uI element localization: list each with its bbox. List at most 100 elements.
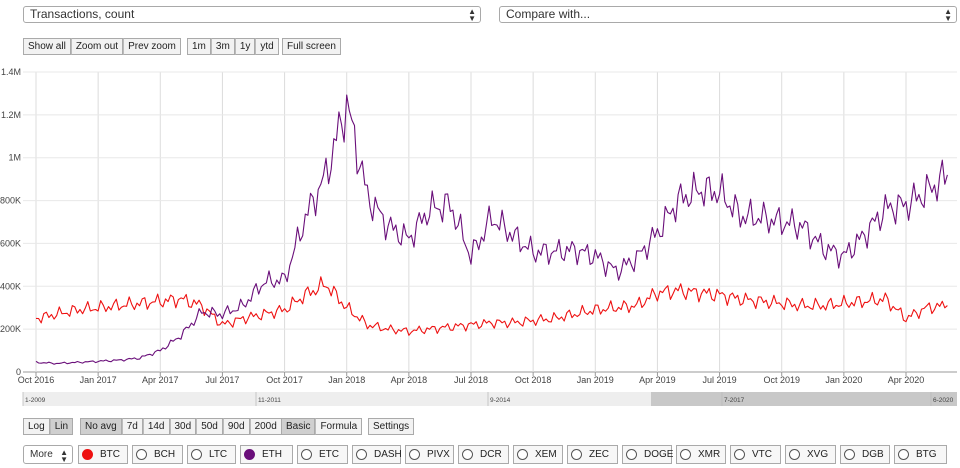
coin-toggle-bch[interactable]: BCH	[132, 445, 183, 464]
navigator-label: 1-2009	[25, 397, 46, 404]
coin-color-dot-icon	[680, 449, 691, 460]
more-select[interactable]: More ▲ ▼	[23, 445, 73, 464]
avg-14d-button[interactable]: 14d	[142, 418, 170, 435]
log-scale-button[interactable]: Log	[23, 418, 50, 435]
coin-toggle-doge[interactable]: DOGE	[622, 445, 674, 464]
navigator-label: 9-2014	[490, 397, 511, 404]
full-screen-button[interactable]: Full screen	[282, 38, 341, 55]
x-tick-label: Oct 2018	[515, 375, 552, 385]
coin-label: DGB	[862, 449, 884, 460]
avg-200d-button[interactable]: 200d	[249, 418, 282, 435]
select-arrows-icon: ▲ ▼	[60, 448, 68, 464]
coin-toggle-xem[interactable]: XEM	[513, 445, 563, 464]
coin-label: PIVX	[427, 449, 450, 460]
x-tick-label: Apr 2017	[142, 375, 179, 385]
y-tick-label: 1.2M	[1, 110, 21, 120]
chart-series	[35, 94, 948, 365]
select-arrows-icon: ▲ ▼	[944, 7, 952, 23]
coin-color-dot-icon	[734, 449, 745, 460]
y-tick-label: 600K	[0, 238, 21, 248]
y-tick-label: 800K	[0, 196, 21, 206]
coin-toggle-dcr[interactable]: DCR	[458, 445, 509, 464]
coin-toggle-btc[interactable]: BTC	[78, 445, 128, 464]
range-3m-button[interactable]: 3m	[210, 38, 235, 55]
coin-label: DASH	[374, 449, 402, 460]
navigator-labels: 1-2009 11-2011 9-2014 7-2017 6-2020	[22, 392, 954, 406]
avg-50d-button[interactable]: 50d	[196, 418, 223, 435]
coin-color-dot-icon	[191, 449, 202, 460]
x-tick-label: Oct 2017	[266, 375, 303, 385]
zoom-button-group: Show all Zoom out Prev zoom	[23, 38, 181, 55]
compare-select[interactable]: Compare with... ▲ ▼	[499, 6, 957, 23]
coin-label: VTC	[752, 449, 772, 460]
coin-toggle-pivx[interactable]: PIVX	[405, 445, 454, 464]
basic-mode-button[interactable]: Basic	[281, 418, 316, 435]
y-axis-ticks: 0 200K 400K 600K 800K 1M 1.2M 1.4M	[0, 67, 21, 377]
coin-toggle-ltc[interactable]: LTC	[187, 445, 236, 464]
x-tick-label: Jul 2019	[703, 375, 737, 385]
x-tick-label: Jan 2017	[80, 375, 117, 385]
x-tick-label: Apr 2019	[639, 375, 676, 385]
coin-toggle-etc[interactable]: ETC	[297, 445, 348, 464]
y-tick-label: 1M	[8, 153, 21, 163]
coin-label: ZEC	[589, 449, 609, 460]
range-1y-button[interactable]: 1y	[234, 38, 256, 55]
formula-mode-button[interactable]: Formula	[315, 418, 363, 435]
coin-color-dot-icon	[301, 449, 312, 460]
coin-label: DOGE	[644, 449, 674, 460]
x-tick-label: Jul 2017	[205, 375, 239, 385]
coin-toggle-dgb[interactable]: DGB	[840, 445, 890, 464]
coin-label: DCR	[480, 449, 502, 460]
x-tick-label: Jan 2020	[825, 375, 862, 385]
x-axis-ticks: Oct 2016 Jan 2017 Apr 2017 Jul 2017 Oct 2017…	[18, 372, 925, 385]
range-ytd-button[interactable]: ytd	[255, 38, 279, 55]
y-tick-label: 0	[16, 367, 21, 377]
select-arrows-icon: ▲ ▼	[468, 7, 476, 23]
x-tick-label: Apr 2020	[888, 375, 925, 385]
coin-toggle-eth[interactable]: ETH	[240, 445, 293, 464]
y-tick-label: 400K	[0, 281, 21, 291]
coin-color-dot-icon	[462, 449, 473, 460]
coin-toggle-vtc[interactable]: VTC	[730, 445, 781, 464]
range-1m-button[interactable]: 1m	[187, 38, 211, 55]
mode-button-group: Basic Formula	[281, 418, 363, 435]
coin-label: BTG	[916, 449, 937, 460]
compare-select-value: Compare with...	[506, 7, 591, 21]
coin-color-dot-icon	[136, 449, 147, 460]
navigator-label: 11-2011	[258, 397, 281, 404]
navigator-label: 6-2020	[933, 397, 954, 404]
zoom-out-button[interactable]: Zoom out	[70, 38, 124, 55]
series-line-btc	[35, 276, 948, 336]
navigator-selected-range[interactable]	[651, 392, 957, 406]
coin-color-dot-icon	[517, 449, 528, 460]
no-avg-button[interactable]: No avg	[80, 418, 122, 435]
coin-color-dot-icon	[844, 449, 855, 460]
settings-button[interactable]: Settings	[368, 418, 415, 435]
coin-toggle-btg[interactable]: BTG	[894, 445, 947, 464]
avg-button-group: No avg 7d 14d 30d 50d 90d 200d	[80, 418, 282, 435]
coin-toggle-xvg[interactable]: XVG	[785, 445, 836, 464]
metric-select[interactable]: Transactions, count ▲ ▼	[23, 6, 481, 23]
coin-color-dot-icon	[356, 449, 367, 460]
navigator[interactable]: 1-2009 11-2011 9-2014 7-2017 6-2020	[22, 392, 957, 406]
x-tick-label: Apr 2018	[391, 375, 428, 385]
coin-toggle-xmr[interactable]: XMR	[676, 445, 726, 464]
show-all-button[interactable]: Show all	[23, 38, 71, 55]
transactions-chart[interactable]: Oct 2016 Jan 2017 Apr 2017 Jul 2017 Oct 2017…	[0, 0, 960, 412]
lin-scale-button[interactable]: Lin	[49, 418, 74, 435]
x-tick-label: Jan 2019	[577, 375, 614, 385]
prev-zoom-button[interactable]: Prev zoom	[123, 38, 181, 55]
coin-toggle-zec[interactable]: ZEC	[567, 445, 618, 464]
y-tick-label: 200K	[0, 324, 21, 334]
coin-color-dot-icon	[626, 449, 637, 460]
chart-grid	[23, 71, 957, 373]
x-tick-label: Oct 2019	[763, 375, 800, 385]
coin-color-dot-icon	[82, 449, 93, 460]
avg-30d-button[interactable]: 30d	[169, 418, 197, 435]
x-tick-label: Jul 2018	[454, 375, 488, 385]
coin-toggle-dash[interactable]: DASH	[352, 445, 402, 464]
avg-7d-button[interactable]: 7d	[121, 418, 143, 435]
coin-label: LTC	[209, 449, 228, 460]
avg-90d-button[interactable]: 90d	[222, 418, 250, 435]
coin-color-dot-icon	[571, 449, 582, 460]
